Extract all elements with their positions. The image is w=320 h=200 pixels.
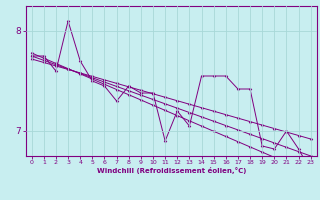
X-axis label: Windchill (Refroidissement éolien,°C): Windchill (Refroidissement éolien,°C) [97,167,246,174]
